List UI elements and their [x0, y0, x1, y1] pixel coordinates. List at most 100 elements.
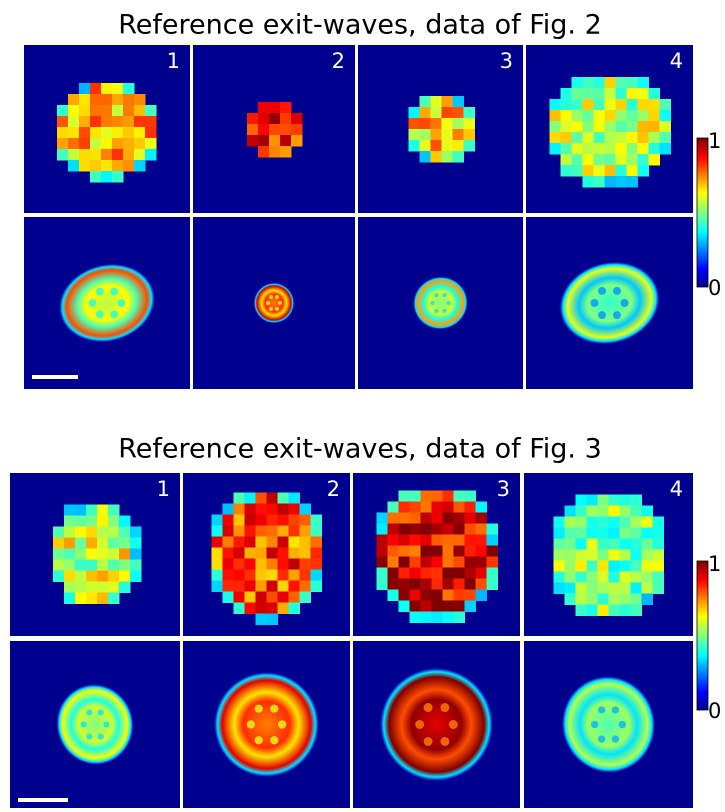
pixel — [465, 513, 477, 525]
pixel — [289, 493, 301, 505]
pixel — [258, 146, 270, 158]
pixel — [97, 538, 109, 550]
pixel — [487, 579, 499, 591]
pixel — [90, 138, 102, 150]
pixel — [561, 165, 573, 177]
pixel — [90, 160, 102, 172]
wave-spot — [598, 735, 605, 742]
pixel — [108, 593, 120, 605]
pixel — [454, 568, 466, 580]
pixel — [64, 538, 76, 550]
wave-spot — [269, 295, 273, 299]
pixel — [234, 559, 246, 571]
pixel — [620, 495, 632, 507]
pixel — [291, 113, 303, 125]
wave-spot — [430, 301, 434, 305]
wave-spot — [434, 293, 438, 297]
pixel — [68, 160, 80, 172]
wave-spot — [278, 720, 286, 728]
pixel — [223, 559, 235, 571]
pixel — [247, 113, 259, 125]
wave-spot — [434, 309, 438, 313]
pixel — [388, 513, 400, 525]
pixel — [420, 151, 432, 163]
pixel — [75, 549, 87, 561]
pixel — [554, 561, 566, 573]
pixel — [554, 539, 566, 551]
pixel — [53, 549, 65, 561]
pixel — [432, 557, 444, 569]
pixel — [631, 572, 643, 584]
pixel — [594, 154, 606, 166]
pixel — [112, 94, 124, 106]
pixel — [605, 143, 617, 155]
pixel — [97, 571, 109, 583]
pixel — [234, 592, 246, 604]
pixel — [627, 121, 639, 133]
pixel — [311, 559, 323, 571]
pixel — [112, 127, 124, 139]
pixel — [464, 118, 476, 130]
pixel — [291, 135, 303, 147]
panel-number: 3 — [500, 49, 513, 73]
pixel — [112, 138, 124, 150]
pixel — [300, 526, 312, 538]
pixel — [245, 603, 257, 615]
pixel — [576, 506, 588, 518]
wave-spot — [598, 311, 606, 319]
pixel — [476, 535, 488, 547]
pixel — [561, 110, 573, 122]
wave-spot — [247, 720, 255, 728]
pixel — [572, 121, 584, 133]
wave-spot — [449, 720, 458, 729]
pixel — [561, 154, 573, 166]
pixel — [134, 94, 146, 106]
pixel — [605, 99, 617, 111]
pixel — [432, 513, 444, 525]
pixel — [421, 612, 433, 624]
pixel — [431, 96, 443, 108]
pixel — [464, 129, 476, 141]
pixel — [605, 110, 617, 122]
wave-spot — [621, 299, 629, 307]
pixel — [638, 154, 650, 166]
pixel — [134, 127, 146, 139]
pixel — [627, 165, 639, 177]
pixel — [300, 548, 312, 560]
wave-spot — [255, 705, 263, 713]
wave-spot — [415, 720, 424, 729]
pixel — [572, 132, 584, 144]
wave-spot — [613, 311, 621, 319]
pixel — [108, 516, 120, 528]
pixel — [377, 557, 389, 569]
pixel — [476, 557, 488, 569]
pixel — [432, 535, 444, 547]
pixel — [234, 526, 246, 538]
pixel — [289, 603, 301, 615]
pixel — [75, 527, 87, 539]
pixel — [616, 121, 628, 133]
pixel — [399, 579, 411, 591]
pixel — [550, 143, 562, 155]
wave-spot — [440, 737, 449, 746]
pixel — [587, 583, 599, 595]
pixel — [119, 560, 131, 572]
pixel — [638, 143, 650, 155]
pixel — [609, 495, 621, 507]
pixel — [377, 524, 389, 536]
pixel — [64, 505, 76, 517]
pixel — [561, 143, 573, 155]
pixel — [130, 549, 142, 561]
pixel — [550, 110, 562, 122]
pixel — [64, 527, 76, 539]
pixel — [465, 491, 477, 503]
pixel — [587, 605, 599, 617]
pixel — [616, 165, 628, 177]
pixel — [267, 603, 279, 615]
wave-spot — [270, 705, 278, 713]
pixel — [399, 590, 411, 602]
pixel — [616, 143, 628, 155]
pixel — [609, 572, 621, 584]
pixel — [443, 513, 455, 525]
pixel — [476, 579, 488, 591]
